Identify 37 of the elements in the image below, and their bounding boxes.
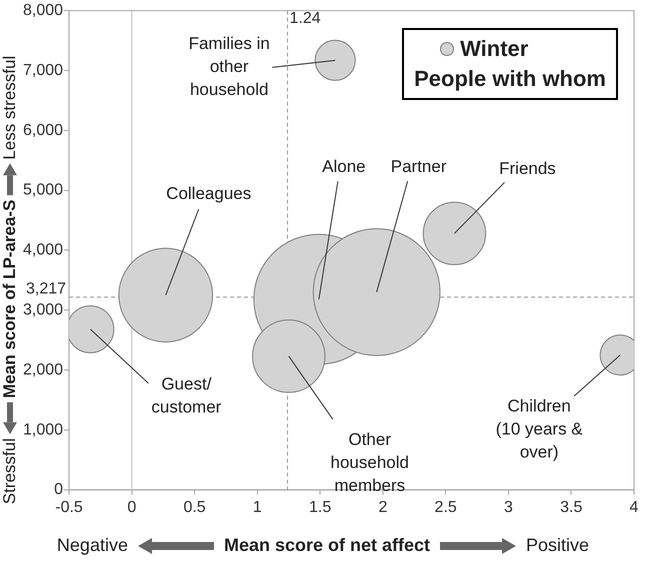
- annotation: Families in other household: [188, 34, 270, 100]
- text: Stressful: [0, 438, 20, 504]
- x-tick-label: 4: [630, 498, 639, 516]
- annotation: Colleagues: [166, 184, 252, 203]
- x-tick-label: 1.5: [309, 498, 332, 516]
- x-tick-label: 1: [252, 498, 262, 516]
- x-tick-label: 3.5: [560, 498, 582, 516]
- x-tick-label: 0: [127, 498, 136, 516]
- y-tick-label: 0: [54, 481, 64, 498]
- y-tick-label: 5,000: [22, 182, 64, 199]
- text: Positive: [526, 535, 590, 556]
- y-tick-label: 6,000: [22, 122, 64, 139]
- y-tick-label: 1,000: [22, 421, 64, 438]
- legend-title: People with whom: [414, 65, 606, 93]
- x-tick-label: 3: [504, 498, 513, 516]
- x-tick-label: 0.5: [183, 498, 206, 516]
- annotation: Alone: [322, 157, 366, 176]
- annotation: Guest/ customer: [151, 374, 222, 416]
- y-tick-label: 3,000: [22, 302, 64, 319]
- x-axis-title: Mean score of net affect: [224, 535, 430, 556]
- annotation: Other household members: [330, 430, 409, 495]
- text: Less stressful: [0, 56, 20, 160]
- annotation: Partner: [390, 156, 447, 176]
- legend-label: Winter: [460, 35, 528, 63]
- x-tick-label: 2: [378, 498, 388, 516]
- y-axis-title: Mean score of LP-area-S: [0, 200, 20, 398]
- ref-line-label: 3,217: [26, 280, 66, 298]
- ref-line-label: 1.24: [289, 10, 321, 28]
- x-tick-label: 2.5: [434, 498, 457, 516]
- text: Negative: [56, 535, 128, 556]
- x-tick-label: -0.5: [55, 498, 83, 516]
- annotation: Children (10 years & over): [496, 396, 584, 462]
- y-tick-label: 2,000: [22, 361, 64, 378]
- y-tick-label: 8,000: [22, 2, 64, 20]
- y-tick-label: 4,000: [22, 242, 64, 259]
- annotation: Friends: [499, 159, 556, 178]
- y-tick-label: 7,000: [22, 62, 64, 79]
